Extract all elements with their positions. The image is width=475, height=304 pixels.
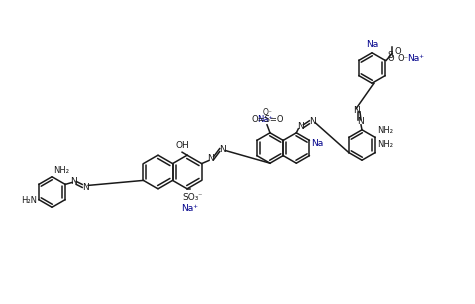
Text: Na⁺: Na⁺ xyxy=(181,204,199,213)
Text: ⁻: ⁻ xyxy=(198,192,202,201)
Text: O: O xyxy=(394,47,401,56)
Text: N: N xyxy=(219,145,226,154)
Text: N: N xyxy=(352,106,360,115)
Text: O⁻: O⁻ xyxy=(397,54,408,63)
Text: Na⁺: Na⁺ xyxy=(257,115,273,124)
Text: O: O xyxy=(387,54,394,63)
Text: N: N xyxy=(82,183,88,192)
Text: O⁻: O⁻ xyxy=(263,108,273,117)
Text: NH₂: NH₂ xyxy=(377,126,393,135)
Text: N: N xyxy=(70,177,76,186)
Text: Na: Na xyxy=(312,139,324,148)
Text: Na: Na xyxy=(366,40,378,49)
Text: N: N xyxy=(309,117,316,126)
Text: NH₂: NH₂ xyxy=(53,166,69,175)
Text: NH₂: NH₂ xyxy=(377,140,393,149)
Text: SO₃: SO₃ xyxy=(182,193,198,202)
Text: H₂N: H₂N xyxy=(21,196,37,205)
Text: Na⁺: Na⁺ xyxy=(407,54,424,63)
Text: N: N xyxy=(207,154,214,163)
Text: O=S=O: O=S=O xyxy=(252,115,284,124)
Text: N: N xyxy=(297,122,304,131)
Text: N: N xyxy=(357,117,363,126)
Text: S: S xyxy=(387,51,393,60)
Text: OH: OH xyxy=(175,141,189,150)
